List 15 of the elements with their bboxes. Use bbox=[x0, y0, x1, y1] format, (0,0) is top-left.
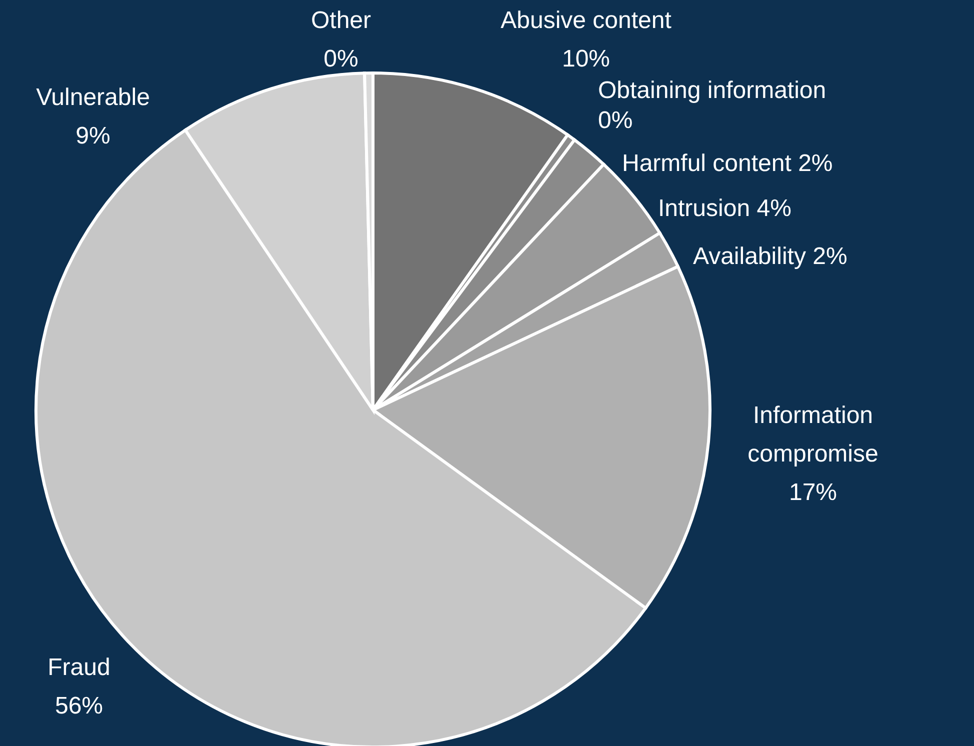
slice-label: Harmful content 2% bbox=[622, 150, 833, 176]
data-label: 9% bbox=[76, 122, 110, 149]
slice-label: Other bbox=[310, 6, 372, 34]
slice-label: Information compromise bbox=[748, 402, 878, 467]
slice-label: Obtaining information bbox=[598, 76, 826, 104]
slice-label: Fraud bbox=[48, 654, 110, 680]
data-label: 56% bbox=[54, 692, 104, 719]
slice-label: Availability 2% bbox=[693, 242, 848, 270]
data-label: 17% bbox=[788, 478, 838, 506]
slice-label: Vulnerable bbox=[36, 84, 150, 110]
slice-label: Abusive content bbox=[500, 6, 672, 34]
data-label: 0% bbox=[324, 45, 358, 72]
data-label: 10% bbox=[562, 45, 610, 72]
slice-label: Intrusion 4% bbox=[658, 194, 792, 222]
data-label: 0% bbox=[598, 106, 633, 134]
